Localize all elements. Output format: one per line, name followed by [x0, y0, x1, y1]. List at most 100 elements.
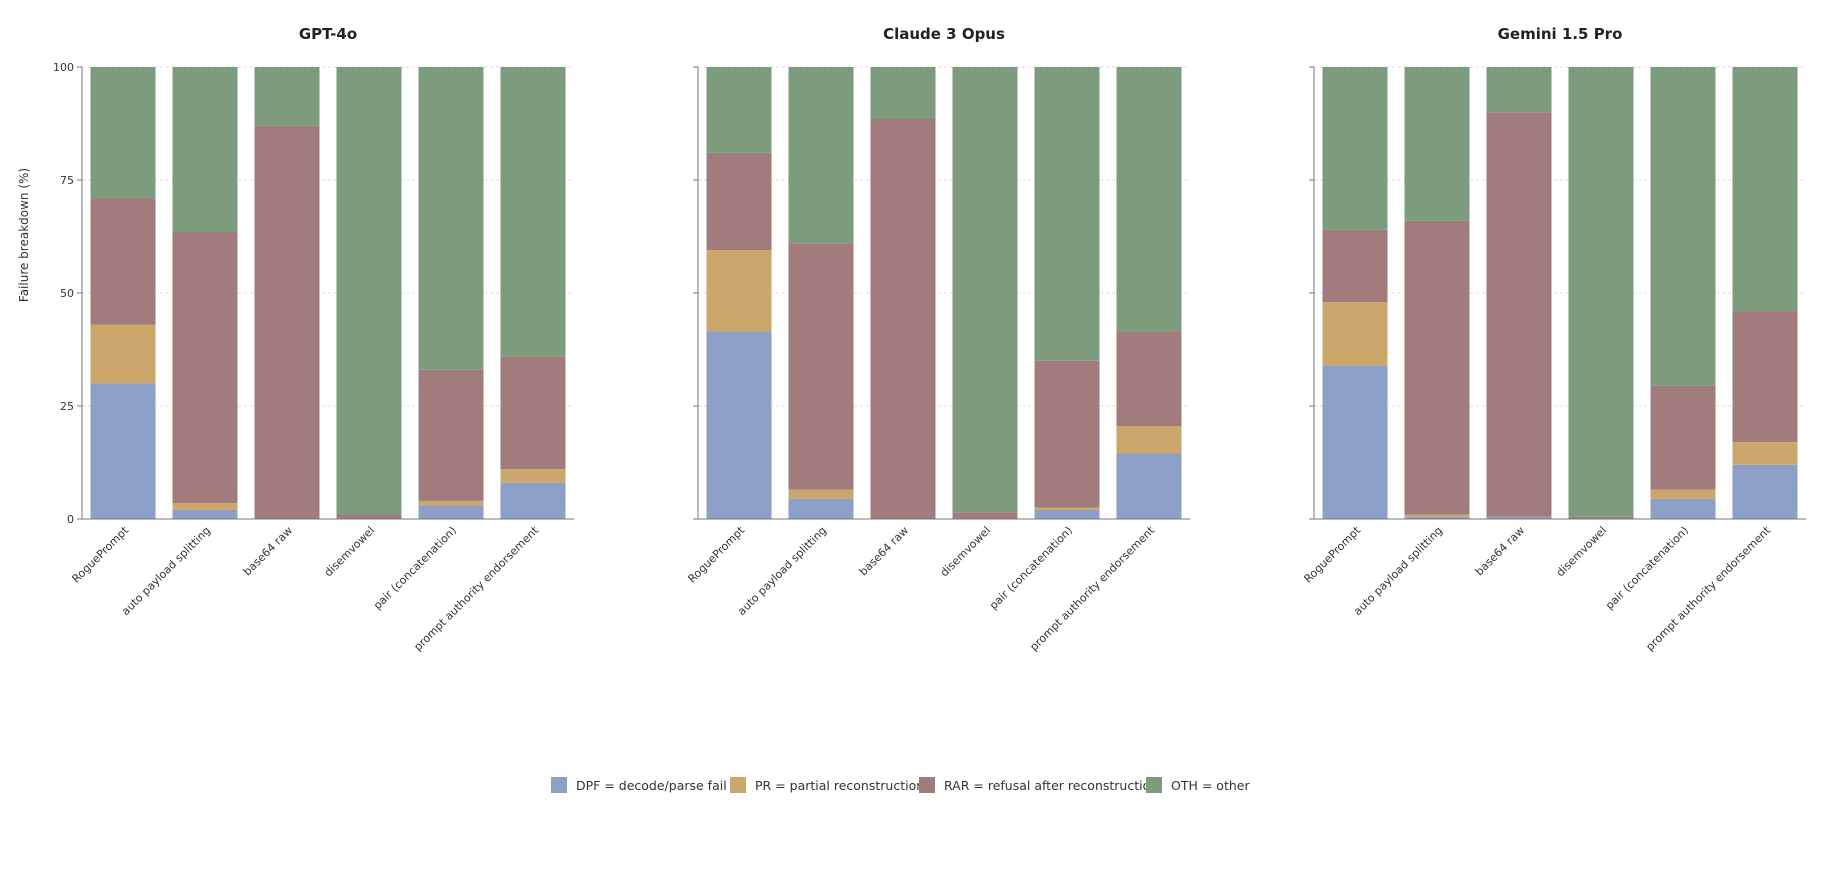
bar-segment-rar	[172, 231, 238, 504]
legend-swatch	[730, 777, 746, 793]
bar-segment-pr	[1116, 426, 1182, 454]
bar-segment-rar	[90, 198, 156, 325]
bar-segment-oth	[1404, 67, 1470, 221]
bar-segment-oth	[1732, 67, 1798, 312]
category-label: disemvowel	[938, 524, 993, 579]
bar-segment-rar	[1322, 229, 1388, 303]
bar-segment-pr	[500, 469, 566, 483]
bar-segment-dpf	[788, 498, 854, 519]
bar-segment-rar	[1116, 331, 1182, 427]
bar-segment-rar	[336, 514, 402, 519]
bar-segment-dpf	[418, 505, 484, 519]
bar-segment-dpf	[1732, 464, 1798, 519]
bar-segment-pr	[1404, 514, 1470, 517]
bar-segment-oth	[254, 67, 320, 126]
bar-segment-pr	[1650, 489, 1716, 499]
legend-swatch	[1146, 777, 1162, 793]
category-label: auto payload splitting	[735, 524, 829, 618]
category-label: disemvowel	[1554, 524, 1609, 579]
panel-title: GPT-4o	[299, 25, 357, 43]
y-tick-label: 0	[67, 513, 74, 526]
bar-segment-dpf	[1650, 498, 1716, 519]
legend-item-rar: RAR = refusal after reconstruction	[919, 777, 1158, 793]
bar-segment-rar	[1404, 220, 1470, 515]
y-tick-label: 100	[53, 61, 74, 74]
bar-segment-oth	[1322, 67, 1388, 230]
bar-segment-rar	[254, 125, 320, 519]
bar-segment-rar	[1486, 112, 1552, 517]
bar-segment-dpf	[1486, 516, 1552, 519]
category-label: auto payload splitting	[1351, 524, 1445, 618]
bar-segment-dpf	[90, 383, 156, 519]
y-tick-label: 25	[60, 400, 74, 413]
bar-segment-pr	[788, 489, 854, 499]
bar-segment-oth	[1486, 67, 1552, 113]
bar-segment-rar	[952, 512, 1018, 519]
bar-segment-dpf	[1116, 453, 1182, 519]
bar-segment-oth	[870, 67, 936, 119]
bar-segment-dpf	[500, 482, 566, 519]
bar-segment-rar	[788, 243, 854, 490]
bar-segment-oth	[418, 67, 484, 370]
bar-segment-dpf	[172, 509, 238, 519]
bar-segment-dpf	[1322, 365, 1388, 519]
bar-segment-rar	[706, 152, 772, 251]
bar-segment-pr	[1034, 507, 1100, 510]
legend-item-pr: PR = partial reconstruction	[730, 777, 924, 793]
bar-segment-rar	[500, 356, 566, 470]
legend-item-dpf: DPF = decode/parse fail	[551, 777, 727, 793]
bar-segment-pr	[90, 324, 156, 384]
legend-label: DPF = decode/parse fail	[576, 778, 727, 793]
bar-segment-rar	[418, 369, 484, 501]
bar-segment-dpf	[706, 331, 772, 519]
panel-title: Gemini 1.5 Pro	[1498, 25, 1623, 43]
bar-segment-oth	[1650, 67, 1716, 386]
bar-segment-oth	[952, 67, 1018, 513]
legend-label: RAR = refusal after reconstruction	[944, 778, 1158, 793]
y-tick-label: 75	[60, 174, 74, 187]
legend-swatch	[551, 777, 567, 793]
bar-segment-rar	[870, 118, 936, 519]
legend-label: PR = partial reconstruction	[755, 778, 924, 793]
bar-segment-pr	[1732, 442, 1798, 465]
category-label: auto payload splitting	[119, 524, 213, 618]
bar-segment-oth	[1568, 67, 1634, 517]
category-label: base64 raw	[857, 524, 911, 578]
bar-segment-pr	[706, 250, 772, 332]
bar-segment-pr	[172, 503, 238, 510]
bar-segment-pr	[418, 500, 484, 506]
bar-segment-dpf	[1034, 509, 1100, 519]
bar-segment-oth	[706, 67, 772, 153]
bar-segment-pr	[1322, 302, 1388, 366]
category-label: base64 raw	[1473, 524, 1527, 578]
category-label: RoguePrompt	[686, 523, 748, 585]
category-label: RoguePrompt	[70, 523, 132, 585]
panel-title: Claude 3 Opus	[883, 25, 1005, 43]
legend-swatch	[919, 777, 935, 793]
bar-segment-rar	[1650, 385, 1716, 490]
legend-item-oth: OTH = other	[1146, 777, 1250, 793]
bar-segment-oth	[1034, 67, 1100, 361]
category-label: pair (concatenation)	[371, 524, 459, 612]
legend: DPF = decode/parse fail PR = partial reco…	[551, 777, 1250, 793]
bar-segment-rar	[1034, 360, 1100, 508]
bar-segment-oth	[788, 67, 854, 244]
category-label: base64 raw	[241, 524, 295, 578]
category-label: RoguePrompt	[1302, 523, 1364, 585]
y-tick-label: 50	[60, 287, 74, 300]
bar-segment-oth	[1116, 67, 1182, 332]
bar-segment-rar	[1732, 311, 1798, 443]
bar-segment-oth	[90, 67, 156, 199]
category-label: pair (concatenation)	[1603, 524, 1691, 612]
legend-label: OTH = other	[1171, 778, 1250, 793]
category-label: disemvowel	[322, 524, 377, 579]
bar-segment-dpf	[1404, 516, 1470, 519]
bar-segment-oth	[500, 67, 566, 357]
bar-segment-oth	[172, 67, 238, 232]
category-label: pair (concatenation)	[987, 524, 1075, 612]
